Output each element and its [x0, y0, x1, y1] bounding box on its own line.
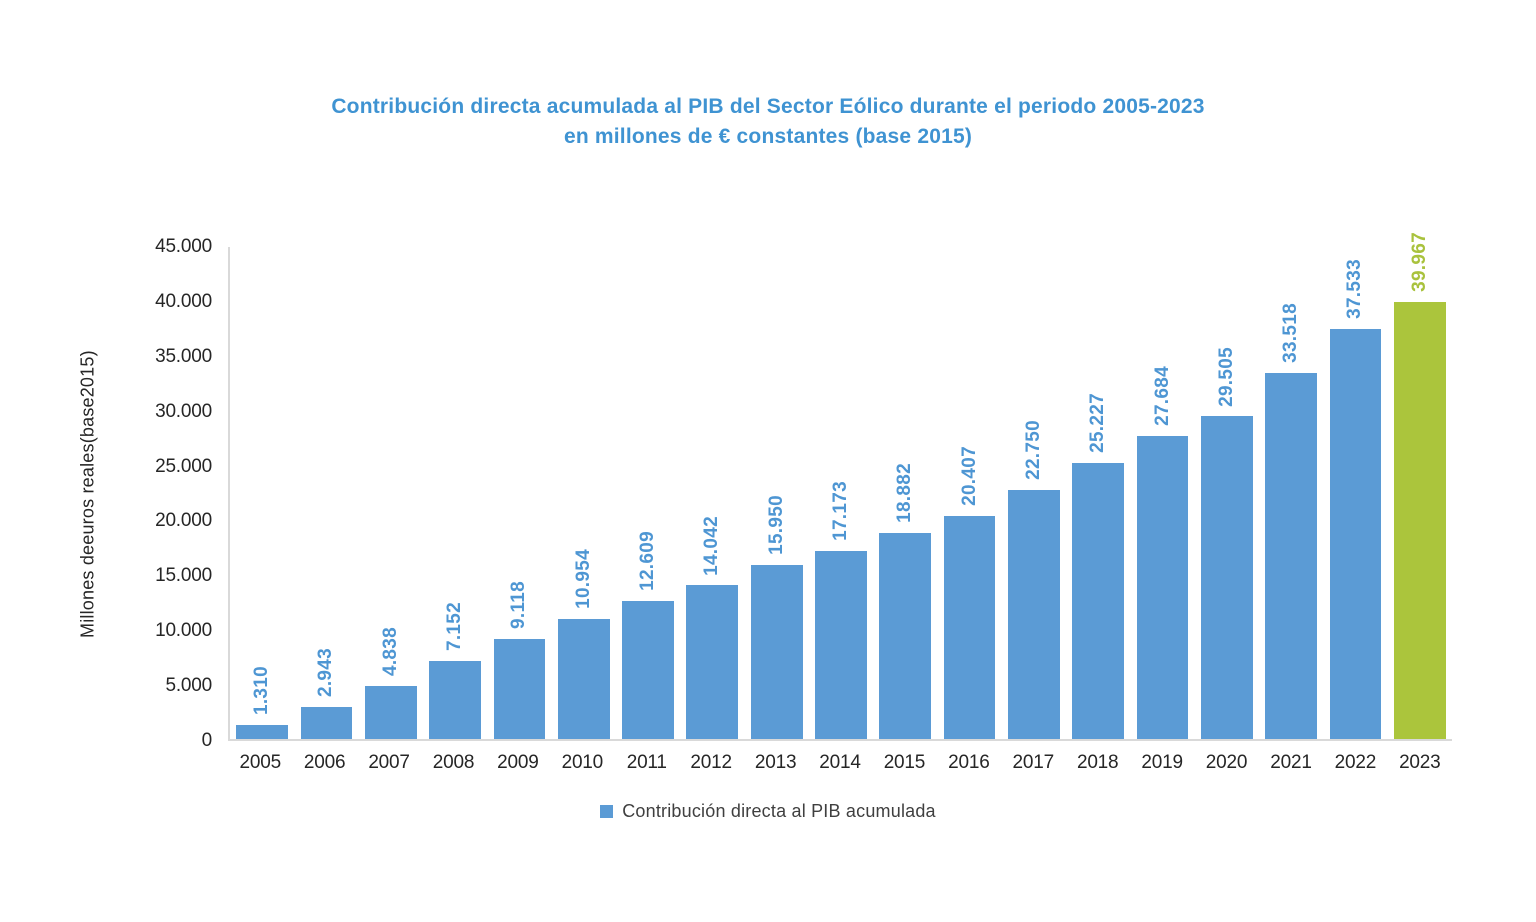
y-tick-35.000: 35.000: [155, 345, 212, 367]
bar-value-label-2020: 29.505: [1215, 346, 1237, 407]
x-tick-2012: 2012: [690, 752, 732, 773]
x-tick-2018: 2018: [1076, 752, 1119, 773]
bar-2019: [1136, 436, 1189, 739]
bar-value-label-2012: 14.042: [701, 515, 723, 576]
x-tick-2021: 2021: [1270, 752, 1312, 773]
legend-label: Contribución directa al PIB acumulada: [622, 801, 936, 821]
x-tick-2009: 2009: [497, 752, 539, 773]
bar-2010: [557, 619, 610, 739]
bar-slot-2015: 18.882: [873, 247, 937, 739]
bar-2015: [879, 532, 932, 739]
x-axis-labels: 2005 2006 2007 2008 2009 2010 2011 2012 2013 2014…: [228, 752, 1452, 774]
y-tick-25.000: 25.000: [155, 455, 212, 477]
bar-value-label-2022: 37.533: [1344, 258, 1366, 319]
bar-slot-2022: 37.533: [1323, 247, 1387, 739]
y-tick-15.000: 15.000: [155, 565, 212, 587]
bar-value-label-2017: 22.750: [1022, 420, 1044, 481]
y-tick-10.000: 10.000: [155, 620, 212, 642]
bar-value-label-2013: 15.950: [765, 494, 787, 555]
x-tick-2011: 2011: [626, 752, 667, 773]
bar-value-label-2008: 7.152: [444, 601, 466, 651]
y-tick-30.000: 30.000: [155, 400, 212, 422]
x-tick-2014: 2014: [819, 752, 861, 773]
bar-value-label-2021: 33.518: [1280, 302, 1302, 363]
x-tick-2016: 2016: [948, 752, 990, 773]
y-tick-20.000: 20.000: [155, 510, 212, 532]
bar-value-label-2015: 18.882: [894, 462, 916, 523]
x-tick-2013: 2013: [754, 752, 797, 773]
bar-slot-2010: 10.954: [552, 247, 616, 739]
chart-title-line1: Contribución directa acumulada al PIB de…: [331, 95, 1205, 118]
bar-slot-2016: 20.407: [937, 247, 1001, 739]
x-tick-2023: 2023: [1399, 752, 1441, 773]
bar-slot-2017: 22.750: [1002, 247, 1066, 739]
legend-swatch-icon: [600, 805, 614, 818]
bar-2009: [493, 639, 546, 739]
y-tick-0: 0: [201, 730, 213, 751]
bar-2011: [622, 601, 674, 739]
x-tick-2020: 2020: [1205, 752, 1248, 773]
bar-2022: [1329, 328, 1382, 739]
bar-value-label-2006: 2.943: [315, 647, 337, 697]
y-axis-ticks: 0 5.000 10.000 15.000 20.000 25.000 30.000 35.0…: [100, 236, 212, 751]
bar-value-label-2011: 12.609: [637, 531, 659, 592]
bar-slot-2014: 17.173: [809, 247, 873, 739]
bar-slot-2019: 27.684: [1130, 247, 1194, 739]
bar-slot-2021: 33.518: [1259, 247, 1323, 739]
bar-value-label-2019: 27.684: [1151, 366, 1173, 427]
legend: Contribución directa al PIB acumulada: [0, 801, 1536, 822]
bar-value-label-2010: 10.954: [572, 549, 594, 610]
y-tick-45.000: 45.000: [155, 236, 212, 257]
bar-slot-2018: 25.227: [1066, 247, 1130, 739]
bar-value-label-2023: 39.967: [1408, 232, 1430, 293]
bar-2007: [364, 686, 417, 739]
x-tick-2017: 2017: [1012, 752, 1055, 773]
bar-value-label-2016: 20.407: [958, 445, 980, 506]
bar-slot-2012: 14.042: [680, 247, 744, 739]
bar-value-label-2014: 17.173: [829, 481, 851, 542]
bar-value-label-2009: 9.118: [508, 581, 530, 630]
bar-2013: [750, 564, 803, 739]
bar-slot-2005: 1.310: [230, 247, 294, 739]
x-tick-2022: 2022: [1334, 752, 1377, 773]
chart-title-line2: en millones de € constantes (base 2015): [563, 125, 973, 148]
bars-row: 1.310 2.943 4.838 7.152 9.118 10.954 12.609 14.…: [230, 232, 1452, 739]
x-tick-2007: 2007: [368, 752, 410, 773]
bar-slot-2023: 39.967: [1388, 232, 1452, 739]
bar-2020: [1200, 416, 1253, 739]
bar-2018: [1072, 463, 1125, 739]
bar-value-label-2005: 1.310: [251, 665, 273, 715]
bar-2005: [236, 724, 289, 739]
bar-slot-2006: 2.943: [294, 247, 358, 739]
bar-2023: [1393, 302, 1446, 739]
y-tick-40.000: 40.000: [155, 290, 212, 312]
bar-2017: [1008, 490, 1060, 739]
bar-2016: [943, 515, 996, 739]
x-tick-2019: 2019: [1141, 752, 1183, 773]
bar-2006: [300, 706, 353, 739]
x-tick-2010: 2010: [561, 752, 604, 773]
bar-slot-2008: 7.152: [423, 247, 487, 739]
bar-slot-2013: 15.950: [745, 247, 809, 739]
y-tick-5.000: 5.000: [165, 675, 212, 697]
bar-2012: [686, 585, 739, 739]
x-tick-2015: 2015: [883, 752, 926, 773]
x-tick-2005: 2005: [239, 752, 281, 773]
bar-value-label-2018: 25.227: [1087, 393, 1109, 454]
x-tick-2006: 2006: [303, 752, 346, 773]
bar-2021: [1265, 372, 1318, 739]
bar-slot-2011: 12.609: [616, 247, 680, 739]
chart-title: Contribución directa acumulada al PIB de…: [0, 92, 1536, 152]
bar-slot-2007: 4.838: [359, 247, 423, 739]
plot-area: 1.310 2.943 4.838 7.152 9.118 10.954 12.609 14.…: [228, 232, 1452, 741]
bar-2008: [429, 660, 481, 739]
bar-2014: [815, 551, 867, 739]
x-tick-2008: 2008: [432, 752, 475, 773]
bar-value-label-2007: 4.838: [379, 627, 401, 677]
bar-slot-2009: 9.118: [487, 247, 551, 739]
bar-slot-2020: 29.505: [1195, 247, 1259, 739]
